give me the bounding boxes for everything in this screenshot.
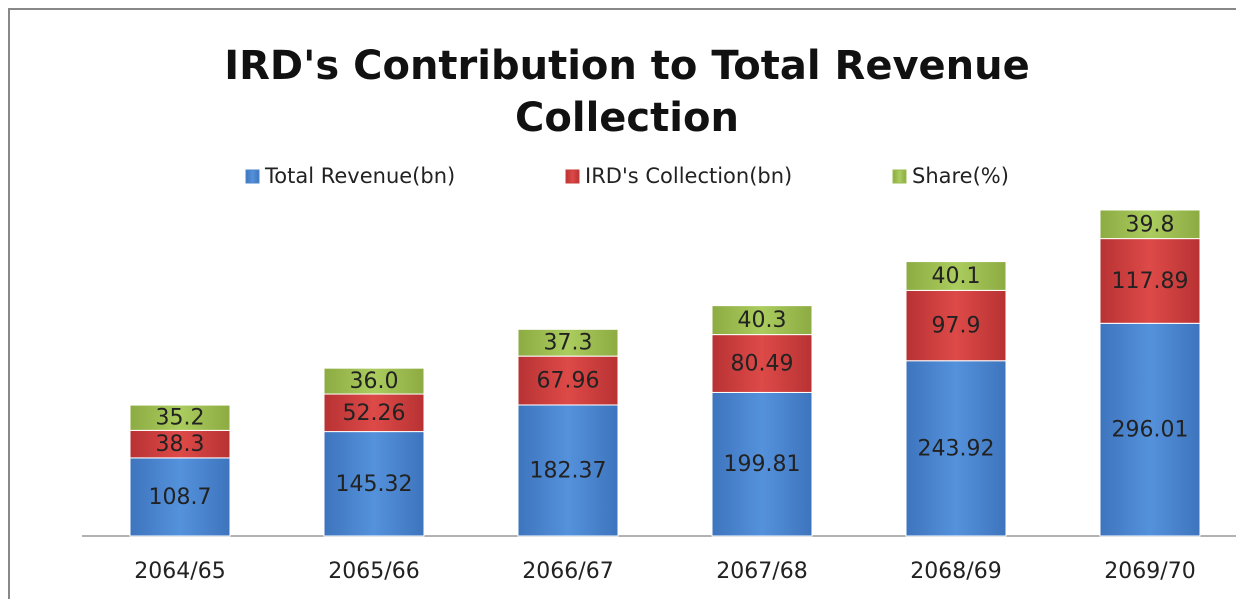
- bar-segment: [905, 261, 1007, 291]
- data-label: 39.8: [1126, 212, 1175, 237]
- bar-segment: [905, 289, 1007, 362]
- bar-segment: [711, 334, 813, 393]
- data-label: 199.81: [724, 452, 801, 477]
- bar-segment: [1099, 322, 1201, 537]
- data-label: 296.01: [1112, 418, 1189, 443]
- data-label: 40.1: [932, 264, 981, 289]
- chart-frame: [8, 8, 1236, 599]
- bar-segment: [1099, 238, 1201, 324]
- data-label: 108.7: [149, 485, 212, 510]
- x-tick-label: 2069/70: [1104, 559, 1195, 584]
- data-label: 36.0: [350, 369, 399, 394]
- bar-segment: [517, 404, 619, 537]
- chart-title: IRD's Contribution to Total Revenue Coll…: [224, 43, 1030, 141]
- legend-swatch: [892, 169, 907, 184]
- legend-label: Share(%): [912, 164, 1009, 188]
- data-label: 117.89: [1112, 269, 1189, 294]
- legend-swatch: [565, 169, 580, 184]
- data-label: 145.32: [336, 472, 413, 497]
- bar-segment: [517, 355, 619, 406]
- bar-segment: [129, 404, 231, 431]
- bar-segment: [129, 457, 231, 537]
- data-label: 243.92: [918, 436, 995, 461]
- x-tick-label: 2064/65: [134, 559, 225, 584]
- data-label: 97.9: [932, 314, 981, 339]
- x-tick-label: 2065/66: [328, 559, 419, 584]
- data-label: 80.49: [731, 352, 794, 377]
- x-tick-label: 2067/68: [716, 559, 807, 584]
- data-label: 52.26: [343, 401, 406, 426]
- data-label: 37.3: [544, 331, 593, 356]
- bar-segment: [517, 328, 619, 357]
- bar-segment: [905, 360, 1007, 537]
- legend-label: IRD's Collection(bn): [585, 164, 792, 188]
- legend-label: Total Revenue(bn): [264, 164, 455, 188]
- bar-segment: [711, 305, 813, 336]
- bar-segment: [129, 429, 231, 459]
- x-tick-label: 2068/69: [910, 559, 1001, 584]
- bar-segment: [1099, 209, 1201, 240]
- data-label: 182.37: [530, 458, 607, 483]
- x-tick-label: 2066/67: [522, 559, 613, 584]
- data-label: 67.96: [537, 369, 600, 394]
- legend-swatch: [245, 169, 260, 184]
- data-label: 40.3: [738, 308, 787, 333]
- data-label: 35.2: [156, 406, 205, 431]
- bar-segment: [323, 367, 425, 395]
- data-label: 38.3: [156, 432, 205, 457]
